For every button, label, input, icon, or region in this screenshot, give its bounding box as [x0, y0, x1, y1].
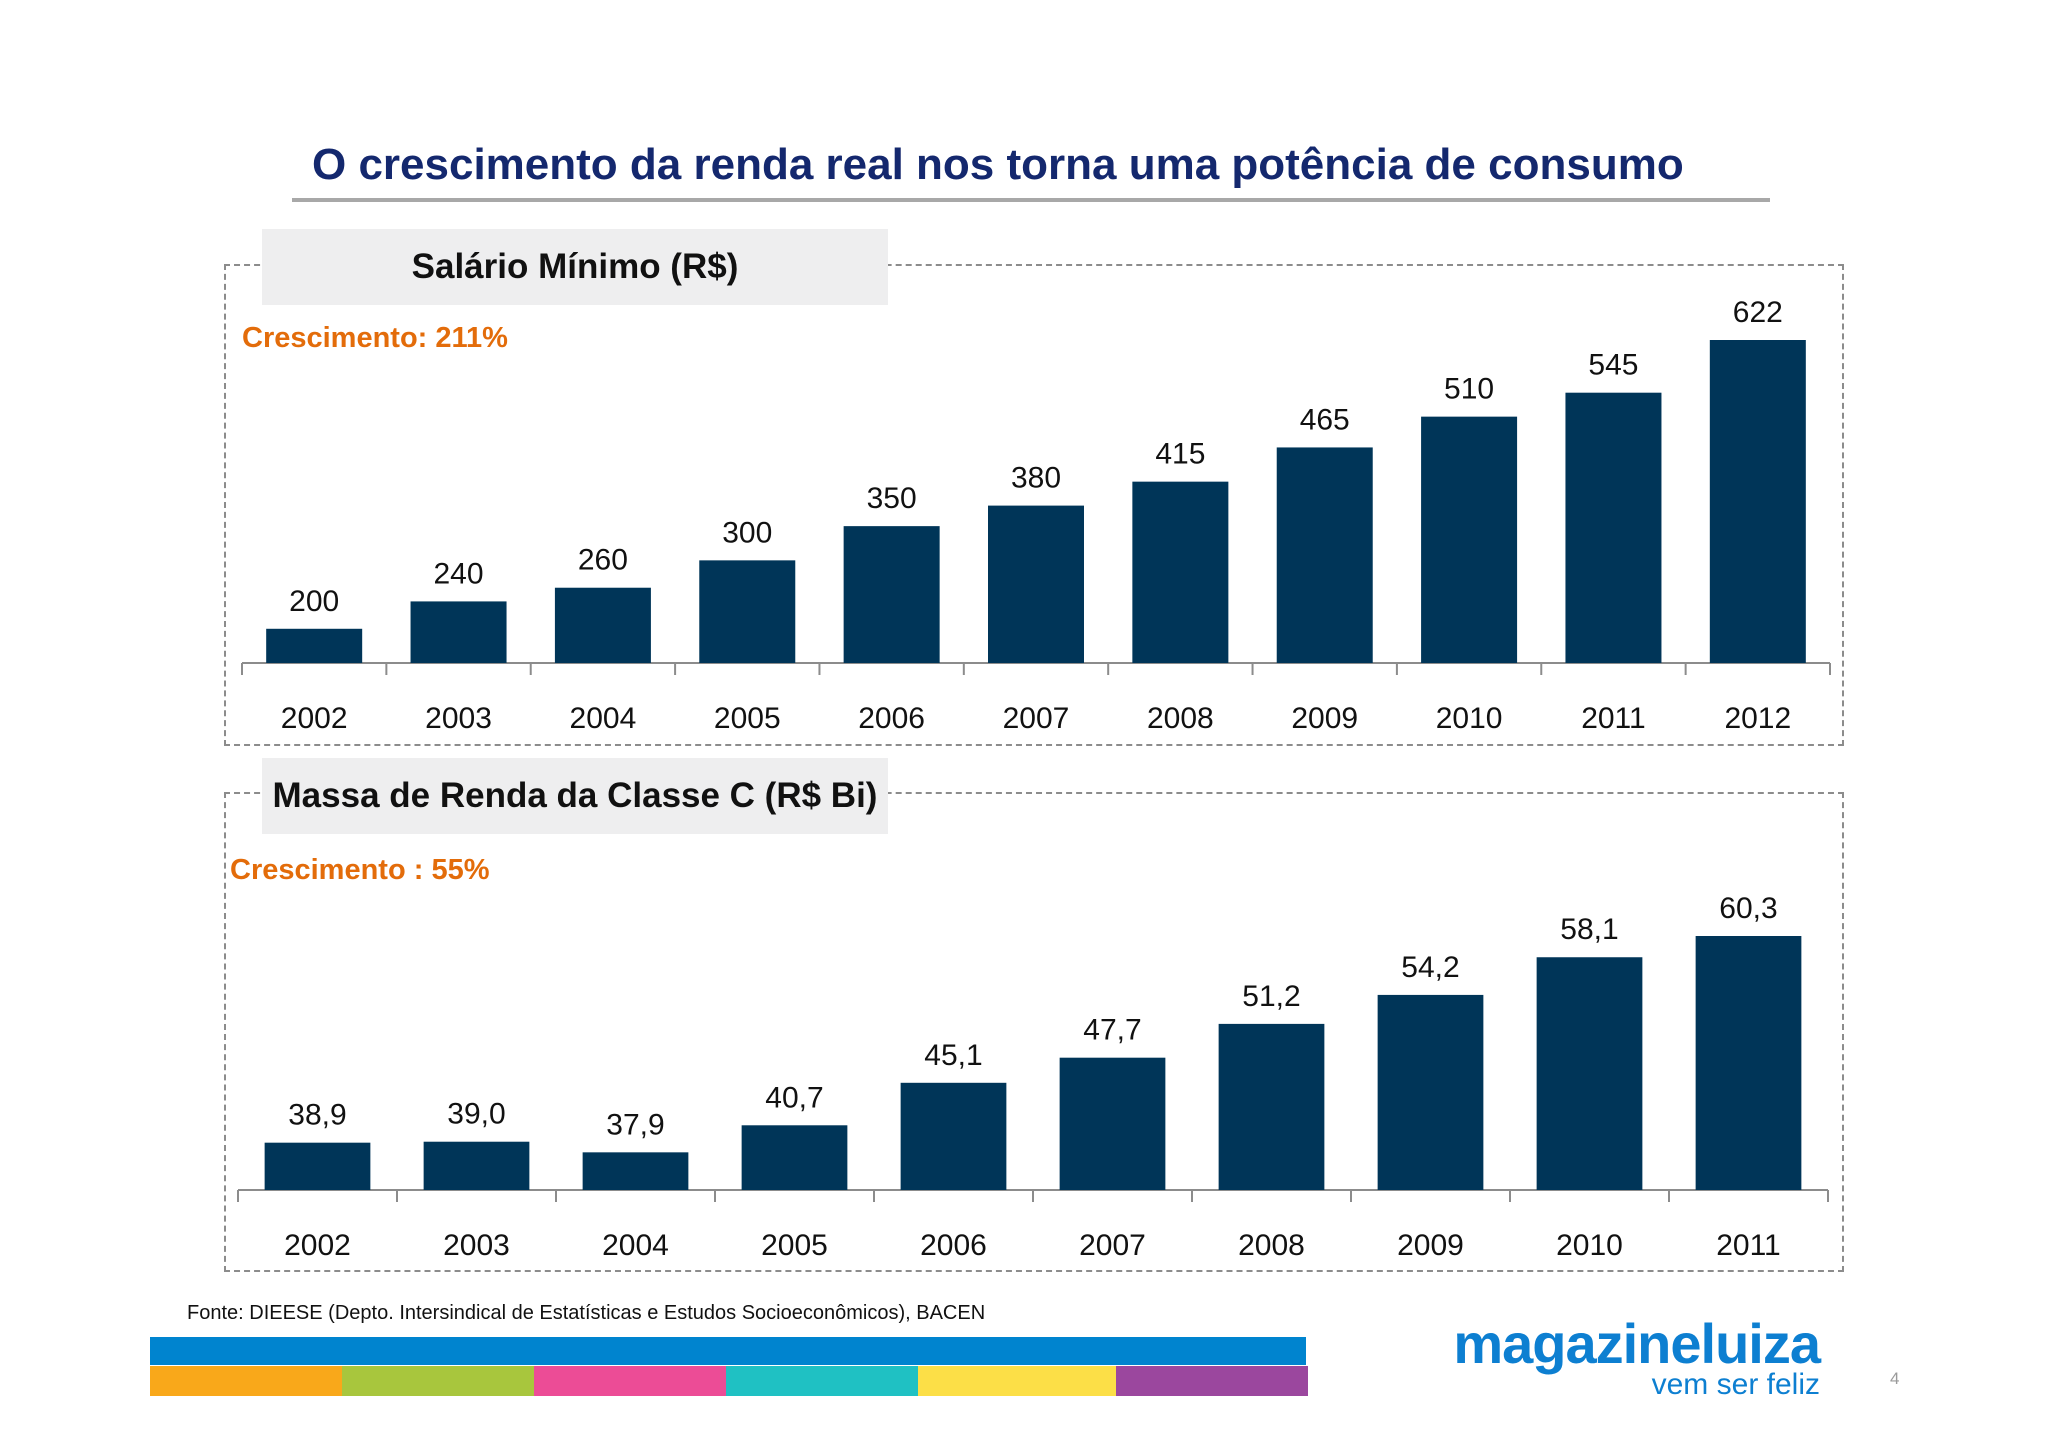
renda-bar-2003: [423, 1141, 530, 1190]
salario-value-label: 545: [1588, 349, 1638, 382]
renda-bar-2002: [264, 1142, 371, 1190]
salario-value-label: 415: [1155, 438, 1205, 471]
renda-category-label: 2009: [1397, 1229, 1464, 1262]
renda-bar-2004: [582, 1152, 689, 1190]
renda-value-label: 40,7: [765, 1081, 823, 1114]
renda-value-label: 51,2: [1242, 980, 1300, 1013]
renda-category-label: 2006: [920, 1229, 987, 1262]
renda-category-label: 2002: [284, 1229, 351, 1262]
renda-category-label: 2005: [761, 1229, 828, 1262]
renda-value-label: 54,2: [1401, 951, 1459, 984]
renda-growth-note: Crescimento : 55%: [230, 854, 490, 886]
salario-category-label: 2009: [1291, 702, 1358, 735]
salario-bar-2010: [1421, 416, 1518, 663]
footer-stripe: [342, 1366, 534, 1396]
renda-chart-frame: [224, 792, 1844, 1272]
salario-value-label: 200: [289, 585, 339, 618]
salario-bar-2012: [1709, 340, 1806, 663]
salario-bar-2006: [843, 526, 940, 663]
page-number: 4: [1890, 1369, 1900, 1388]
salario-value-label: 260: [578, 544, 628, 577]
title-divider: [292, 198, 1770, 202]
salario-category-label: 2011: [1581, 702, 1646, 735]
source-note: Fonte: DIEESE (Depto. Intersindical de E…: [187, 1302, 986, 1324]
logo-wordmark: magazineluiza: [1453, 1312, 1821, 1375]
renda-category-label: 2010: [1556, 1229, 1623, 1262]
renda-bar-2009: [1377, 994, 1484, 1190]
renda-value-label: 47,7: [1083, 1014, 1141, 1047]
footer-color-band: [150, 1337, 1306, 1365]
logo-tagline: vem ser feliz: [1651, 1368, 1820, 1401]
salario-category-label: 2003: [425, 702, 492, 735]
salario-value-label: 380: [1011, 462, 1061, 495]
salario-category-label: 2008: [1147, 702, 1214, 735]
salario-bar-2008: [1132, 481, 1229, 663]
footer-color-stripes: [150, 1366, 1308, 1396]
renda-value-label: 58,1: [1560, 913, 1618, 946]
footer-stripe: [726, 1366, 918, 1396]
footer-stripe: [534, 1366, 726, 1396]
salario-chart-frame: [224, 264, 1844, 746]
renda-chart-title: Massa de Renda da Classe C (R$ Bi): [262, 758, 888, 834]
renda-bar-2007: [1059, 1057, 1166, 1190]
renda-bar-2005: [741, 1125, 848, 1190]
renda-category-label: 2011: [1716, 1229, 1781, 1262]
salario-chart-title: Salário Mínimo (R$): [262, 229, 888, 305]
salario-category-label: 2012: [1724, 702, 1791, 735]
renda-bar-2010: [1536, 957, 1643, 1190]
slide-title: O crescimento da renda real nos torna um…: [312, 140, 1684, 189]
renda-category-label: 2007: [1079, 1229, 1146, 1262]
footer-stripe: [918, 1366, 1116, 1396]
renda-category-label: 2003: [443, 1229, 510, 1262]
salario-bar-2007: [987, 505, 1085, 663]
renda-value-label: 37,9: [606, 1108, 664, 1141]
renda-bar-2006: [900, 1082, 1007, 1190]
renda-value-label: 39,0: [447, 1098, 505, 1131]
salario-bar-2011: [1565, 392, 1662, 663]
salario-category-label: 2007: [1003, 702, 1070, 735]
renda-bar-2008: [1218, 1023, 1325, 1190]
magazineluiza-logo: magazineluiza vem ser feliz: [1408, 1312, 1821, 1401]
salario-bar-2002: [266, 628, 363, 663]
salario-value-label: 465: [1300, 403, 1350, 436]
renda-value-label: 38,9: [288, 1099, 346, 1132]
salario-bar-2004: [554, 587, 651, 663]
salario-value-label: 350: [867, 482, 917, 515]
salario-value-label: 510: [1444, 373, 1494, 406]
salario-category-label: 2010: [1436, 702, 1503, 735]
salario-value-label: 240: [434, 557, 484, 590]
renda-bar-2011: [1695, 936, 1802, 1190]
salario-category-label: 2006: [858, 702, 925, 735]
salario-value-label: 622: [1733, 296, 1783, 329]
renda-category-label: 2008: [1238, 1229, 1305, 1262]
salario-value-label: 300: [722, 516, 772, 549]
salario-bar-2003: [410, 601, 507, 663]
salario-category-label: 2002: [281, 702, 348, 735]
renda-category-label: 2004: [602, 1229, 669, 1262]
salario-bar-2005: [699, 560, 796, 663]
salario-category-label: 2004: [570, 702, 637, 735]
footer-stripe: [1116, 1366, 1308, 1396]
renda-value-label: 45,1: [924, 1039, 982, 1072]
salario-bar-2009: [1276, 447, 1373, 663]
renda-value-label: 60,3: [1719, 892, 1777, 925]
salario-growth-note: Crescimento: 211%: [242, 322, 508, 354]
salario-category-label: 2005: [714, 702, 781, 735]
footer-stripe: [150, 1366, 342, 1396]
